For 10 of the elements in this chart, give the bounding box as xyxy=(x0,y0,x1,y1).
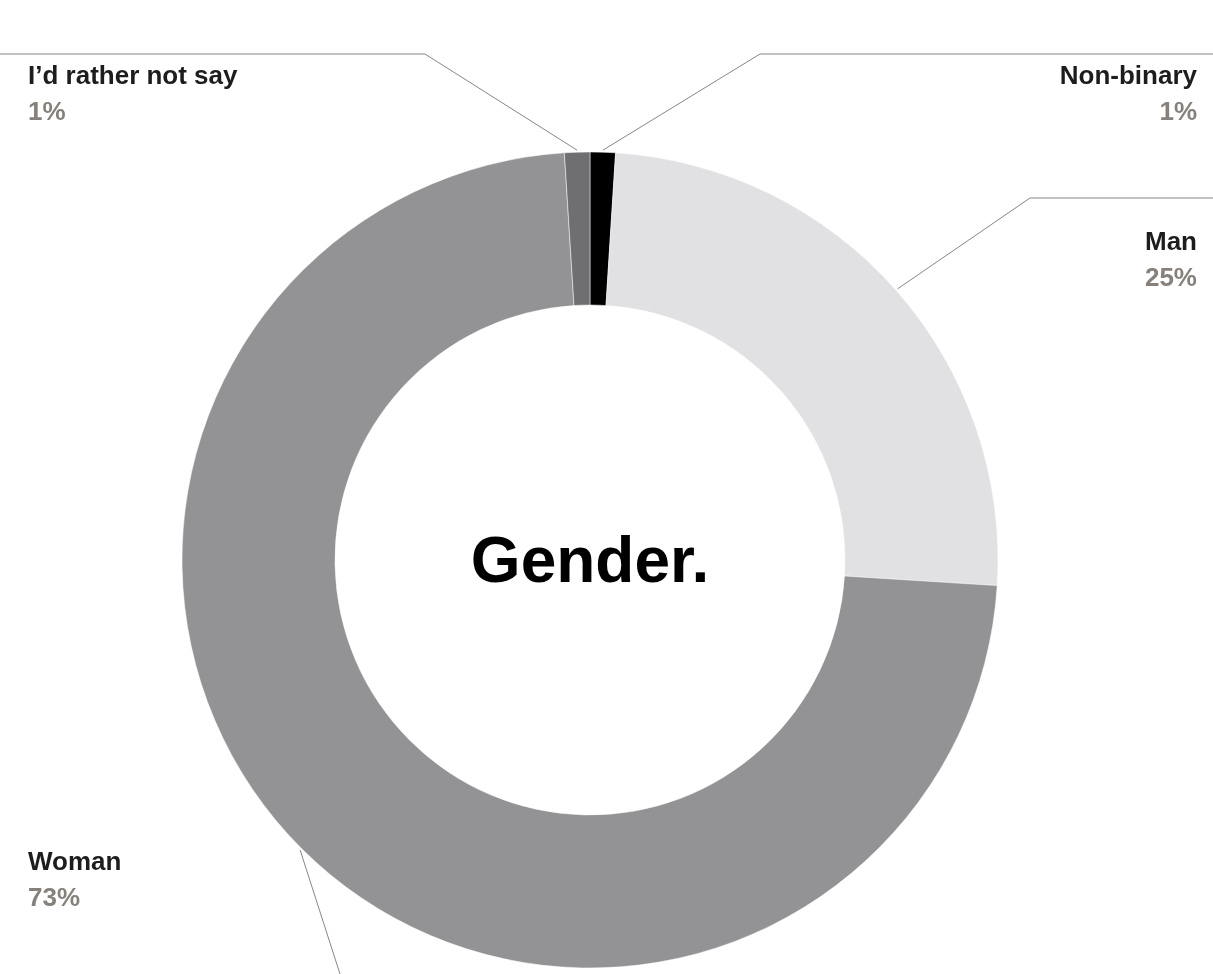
donut-slice xyxy=(181,152,998,969)
data-label: 1% xyxy=(28,96,66,126)
data-label: 73% xyxy=(28,882,81,912)
data-label: 25% xyxy=(1144,262,1197,292)
slice-label: I’d rather not say xyxy=(28,60,239,90)
text: Gender. xyxy=(470,524,710,596)
slice-label: Man xyxy=(1145,226,1197,256)
slice-label: Non-binary xyxy=(1059,60,1198,90)
slice-label: Woman xyxy=(28,846,122,876)
data-label: 1% xyxy=(1159,96,1197,126)
